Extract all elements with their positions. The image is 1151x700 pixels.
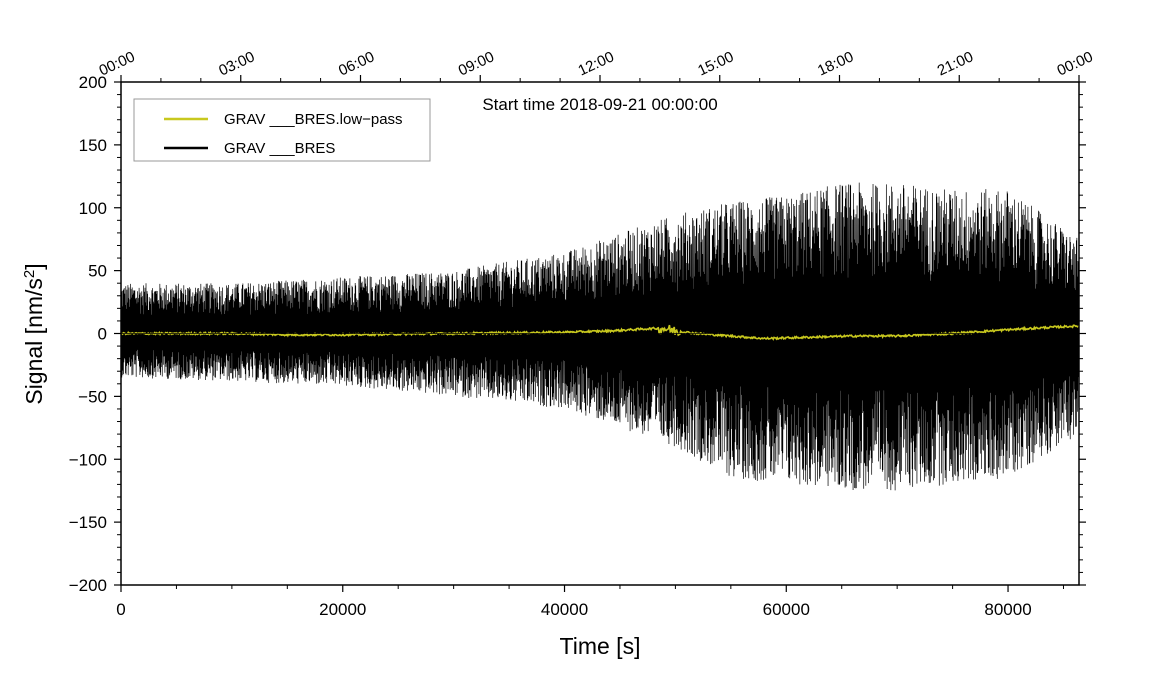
y-tick-label: −150 (69, 513, 107, 532)
y-axis-title-sup: 2 (21, 270, 38, 278)
y-tick-label: 0 (98, 325, 107, 344)
top-tick-label: 09:00 (456, 48, 497, 79)
x-tick-label: 0 (116, 600, 125, 619)
top-tick-label: 12:00 (575, 48, 616, 79)
series-raw-line (120, 182, 1080, 491)
top-tick-label: 15:00 (695, 48, 736, 79)
y-tick-label: 200 (79, 73, 107, 92)
ticks-layer: 0 20000 40000 60000 80000 −200 −150 −100 −50 0 50 1… (69, 48, 1096, 619)
top-tick-label: 00:00 (96, 48, 137, 79)
series-lowpass-line (120, 324, 1080, 341)
y-tick-label: 50 (88, 262, 107, 281)
x-tick-label: 60000 (763, 600, 810, 619)
y-axis-title-close: ] (21, 263, 47, 269)
y-axis-title: Signal [nm/s2] (21, 263, 48, 404)
legend-box (133, 98, 431, 162)
x-axis-title: Time [s] (560, 633, 641, 659)
top-tick-label: 00:00 (1054, 48, 1095, 79)
legend-label-lowpass: GRAV ___BRES.low−pass (224, 111, 403, 128)
y-tick-label: −100 (69, 450, 107, 469)
y-tick-label: 100 (79, 199, 107, 218)
y-tick-label: −50 (78, 387, 107, 406)
start-time-annotation: Start time 2018-09-21 00:00:00 (482, 95, 717, 114)
y-tick-label: −200 (69, 576, 107, 595)
x-tick-label: 40000 (541, 600, 588, 619)
black-series-layer (120, 182, 1080, 491)
y-axis-title-main: Signal [nm/s (21, 278, 47, 405)
top-tick-label: 18:00 (815, 48, 856, 79)
top-tick-label: 03:00 (216, 48, 257, 79)
top-tick-label: 21:00 (935, 48, 976, 79)
y-tick-label: 150 (79, 136, 107, 155)
x-tick-label: 80000 (984, 600, 1031, 619)
legend-label-raw: GRAV ___BRES (224, 140, 335, 157)
legend: GRAV ___BRES.low−pass GRAV ___BRES (133, 98, 431, 162)
top-tick-label: 06:00 (336, 48, 377, 79)
x-tick-label: 20000 (319, 600, 366, 619)
lowpass-series-layer (120, 324, 1080, 341)
